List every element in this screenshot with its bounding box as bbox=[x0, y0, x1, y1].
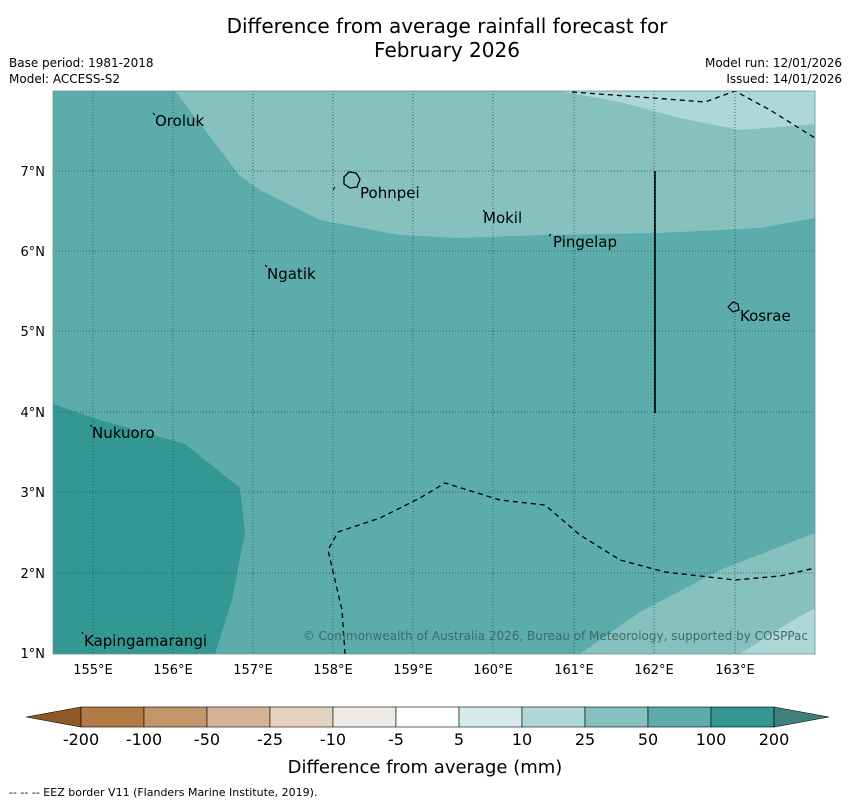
y-tick-6n: 6°N bbox=[21, 245, 46, 260]
model-name: Model: ACCESS-S2 bbox=[9, 72, 121, 86]
eez-border bbox=[327, 91, 815, 654]
place-pohnpei: Pohnpei bbox=[360, 184, 420, 202]
place-mokil: Mokil bbox=[483, 209, 522, 227]
colorbar-extend-high bbox=[773, 706, 830, 728]
model-run: Model run: 12/01/2026 bbox=[704, 56, 842, 70]
place-pingelap: Pingelap bbox=[553, 233, 617, 251]
meta-right: Model run: 12/01/2026 Issued: 14/01/2026 bbox=[705, 55, 842, 87]
x-tick-156: 156°E bbox=[153, 663, 193, 678]
colorbar-segment bbox=[395, 706, 460, 728]
pohnpei-island-shape bbox=[343, 171, 361, 189]
title-line-1: Difference from average rainfall forecas… bbox=[226, 14, 668, 38]
x-tick-158: 158°E bbox=[313, 663, 353, 678]
colorbar-tick-label: 100 bbox=[696, 730, 727, 749]
colorbar-tick-label: 10 bbox=[512, 730, 532, 749]
issued-date: Issued: 14/01/2026 bbox=[726, 72, 842, 86]
map-frame bbox=[52, 90, 816, 655]
colorbar bbox=[25, 706, 830, 728]
colorbar-tick-label: -50 bbox=[194, 730, 220, 749]
colorbar-tick-label: -5 bbox=[388, 730, 404, 749]
colorbar-tick-label: 50 bbox=[638, 730, 658, 749]
colorbar-segment bbox=[458, 706, 523, 728]
y-axis: 7°N 6°N 5°N 4°N 3°N 2°N 1°N bbox=[21, 165, 46, 662]
colorbar-tick-label: -200 bbox=[63, 730, 99, 749]
colorbar-tick-label: 5 bbox=[454, 730, 464, 749]
colorbar-ticks: -200 -100 -50 -25 -10 -5 5 10 25 50 100 200 bbox=[63, 730, 789, 749]
rainfall-field: Oroluk Pohnpei Mokil Pingelap Ngatik Kos… bbox=[53, 91, 815, 654]
colorbar-extend-low bbox=[25, 706, 82, 728]
colorbar-segment bbox=[80, 706, 145, 728]
y-tick-7n: 7°N bbox=[21, 165, 46, 180]
ant-atoll-shape bbox=[332, 186, 336, 191]
graticule bbox=[53, 91, 815, 654]
place-kapingamarangi: Kapingamarangi bbox=[84, 632, 207, 650]
band-10-25-southeast bbox=[740, 608, 815, 654]
colorbar-tick-label: 200 bbox=[759, 730, 790, 749]
y-tick-2n: 2°N bbox=[21, 567, 46, 582]
map-title: Difference from average rainfall forecas… bbox=[0, 14, 850, 62]
x-tick-159: 159°E bbox=[393, 663, 433, 678]
colorbar-segment bbox=[332, 706, 397, 728]
y-tick-4n: 4°N bbox=[21, 406, 46, 421]
copyright-notice: © Commonwealth of Australia 2026, Bureau… bbox=[303, 629, 808, 643]
colorbar-segment bbox=[710, 706, 775, 728]
y-tick-3n: 3°N bbox=[21, 486, 46, 501]
colorbar-segment bbox=[521, 706, 586, 728]
x-tick-160: 160°E bbox=[473, 663, 513, 678]
colorbar-tick-label: 25 bbox=[575, 730, 595, 749]
title-line-2: February 2026 bbox=[374, 38, 520, 62]
colorbar-segment bbox=[269, 706, 334, 728]
colorbar-tick-label: -25 bbox=[257, 730, 283, 749]
place-ngatik: Ngatik bbox=[267, 265, 316, 283]
colorbar-segment bbox=[206, 706, 271, 728]
x-tick-161: 161°E bbox=[554, 663, 594, 678]
place-nukuoro: Nukuoro bbox=[92, 424, 155, 442]
place-kosrae: Kosrae bbox=[740, 307, 791, 325]
colorbar-tick-label: -100 bbox=[126, 730, 162, 749]
band-10-25-north bbox=[560, 91, 815, 130]
kosrae-island-shape bbox=[727, 301, 740, 313]
meta-left: Base period: 1981-2018 Model: ACCESS-S2 bbox=[9, 55, 154, 87]
band-25-50-southeast bbox=[580, 533, 815, 654]
x-tick-155: 155°E bbox=[73, 663, 113, 678]
eez-legend-note: -- -- -- EEZ border V11 (Flanders Marine… bbox=[9, 786, 318, 799]
colorbar-label: Difference from average (mm) bbox=[288, 757, 563, 778]
atoll-markers bbox=[81, 112, 552, 635]
band-100-200-southwest bbox=[53, 404, 245, 654]
colorbar-segment bbox=[143, 706, 208, 728]
x-tick-163: 163°E bbox=[715, 663, 755, 678]
colorbar-tick-label: -10 bbox=[320, 730, 346, 749]
y-tick-1n: 1°N bbox=[21, 647, 46, 662]
x-axis: 155°E 156°E 157°E 158°E 159°E 160°E 161°… bbox=[73, 663, 755, 678]
colorbar-segment bbox=[584, 706, 649, 728]
y-tick-5n: 5°N bbox=[21, 325, 46, 340]
base-period: Base period: 1981-2018 bbox=[9, 56, 154, 70]
x-tick-162: 162°E bbox=[634, 663, 674, 678]
place-oroluk: Oroluk bbox=[155, 112, 204, 130]
x-tick-157: 157°E bbox=[233, 663, 273, 678]
colorbar-segment bbox=[647, 706, 712, 728]
